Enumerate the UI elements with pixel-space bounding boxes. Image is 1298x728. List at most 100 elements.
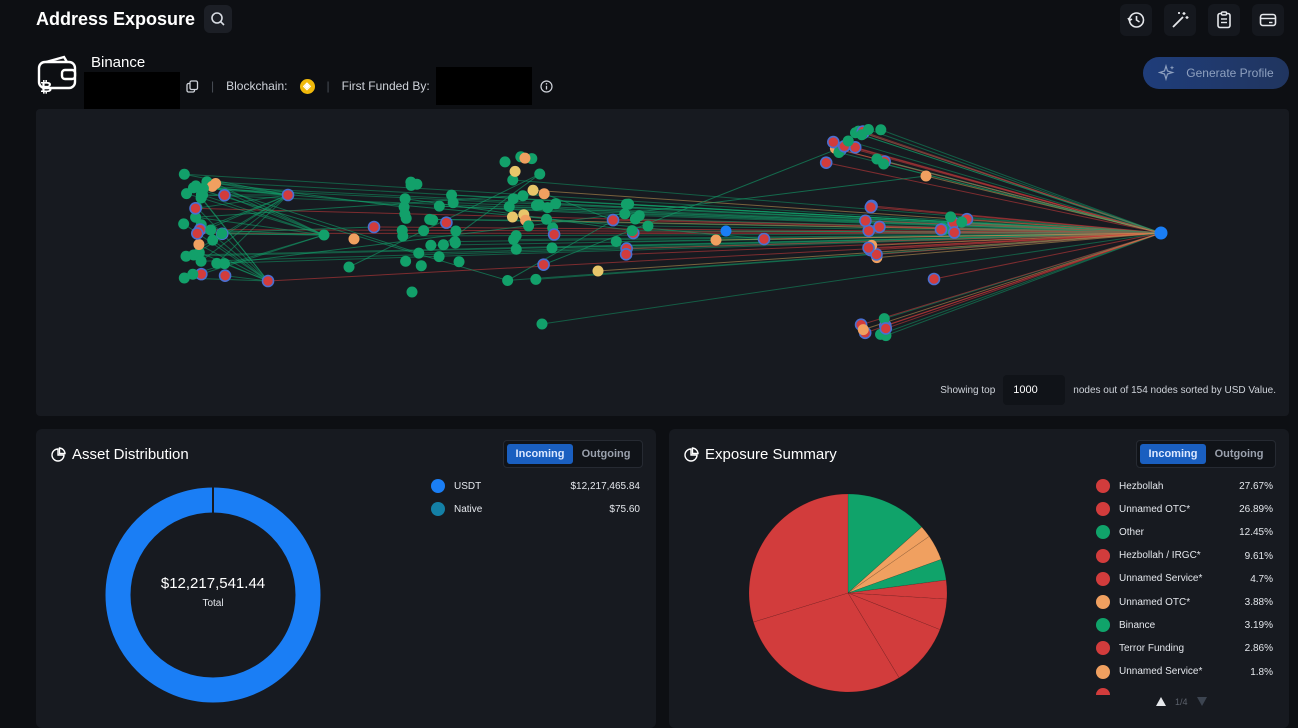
graph-node[interactable] (642, 220, 654, 232)
graph-node[interactable] (343, 261, 355, 273)
graph-node[interactable] (190, 180, 202, 192)
graph-node[interactable] (453, 256, 465, 268)
pie-slice[interactable] (847, 592, 941, 679)
graph-node[interactable] (181, 188, 193, 200)
top-n-input[interactable]: 1000 (1003, 375, 1066, 405)
card-button[interactable] (1252, 4, 1284, 36)
pie-slice[interactable] (847, 592, 948, 631)
graph-node[interactable] (433, 200, 445, 212)
exposure-legend-item[interactable]: Hezbollah / IRGC* (1096, 548, 1201, 563)
graph-node[interactable] (870, 248, 883, 261)
graph-node[interactable] (207, 234, 219, 246)
graph-node[interactable] (178, 218, 190, 230)
graph-node[interactable] (507, 174, 519, 186)
graph-node[interactable] (537, 258, 550, 271)
graph-node[interactable] (619, 248, 633, 261)
exposure-legend-item[interactable]: Other (1096, 525, 1144, 540)
graph-node[interactable] (449, 237, 461, 249)
graph-node[interactable] (367, 220, 381, 234)
graph-canvas[interactable] (36, 109, 1289, 416)
graph-node[interactable] (934, 223, 948, 236)
graph-node[interactable] (400, 212, 412, 224)
tab-outgoing[interactable]: Outgoing (581, 448, 631, 460)
exposure-legend-item[interactable]: Unnamed Service* (1096, 571, 1202, 586)
graph-node[interactable] (433, 251, 445, 263)
graph-node[interactable] (626, 225, 638, 237)
graph-node[interactable] (879, 322, 893, 335)
graph-node[interactable] (450, 225, 462, 237)
graph-node[interactable] (446, 189, 458, 201)
graph-node[interactable] (862, 124, 874, 136)
graph-node[interactable] (281, 188, 295, 202)
graph-node[interactable] (757, 232, 771, 246)
generate-profile-button[interactable]: Generate Profile (1143, 57, 1289, 89)
graph-node[interactable] (542, 202, 554, 214)
graph-node[interactable] (218, 188, 231, 202)
graph-node[interactable] (927, 272, 941, 286)
pie-slice[interactable] (748, 493, 849, 623)
graph-node[interactable] (510, 243, 522, 255)
graph-node[interactable] (859, 214, 872, 228)
graph-node[interactable] (415, 260, 427, 272)
graph-node[interactable] (536, 318, 548, 330)
info-icon[interactable] (540, 79, 553, 93)
exposure-legend-item[interactable]: Unnamed OTC* (1096, 502, 1190, 517)
graph-node[interactable] (205, 224, 217, 236)
magic-wand-button[interactable] (1164, 4, 1196, 36)
graph-node[interactable] (623, 198, 635, 210)
graph-node[interactable] (437, 239, 449, 251)
graph-node[interactable] (502, 274, 514, 286)
graph-node[interactable] (517, 190, 529, 202)
pie-slice[interactable] (847, 558, 947, 594)
graph-node[interactable] (920, 170, 932, 182)
graph-node[interactable] (527, 184, 539, 196)
graph-node[interactable] (819, 156, 833, 169)
exposure-legend-item[interactable]: Hezbollah (1096, 479, 1163, 493)
graph-node[interactable] (218, 258, 230, 270)
graph-node[interactable] (427, 214, 439, 226)
graph-node[interactable] (878, 313, 890, 325)
graph-node[interactable] (261, 274, 275, 288)
graph-node[interactable] (400, 255, 412, 267)
asset-direction-toggle[interactable]: Incoming Outgoing (503, 440, 643, 468)
asset-legend-item[interactable]: Native (431, 502, 482, 516)
pie-slice[interactable] (847, 526, 930, 594)
graph-node[interactable] (629, 213, 641, 225)
graph-node[interactable] (523, 220, 535, 232)
graph-node[interactable] (440, 216, 453, 229)
graph-node[interactable] (827, 135, 840, 149)
graph-node[interactable] (538, 188, 550, 200)
graph-node[interactable] (947, 226, 961, 239)
graph-node[interactable] (510, 230, 522, 242)
graph-node[interactable] (210, 178, 222, 190)
tab-outgoing[interactable]: Outgoing (1214, 448, 1264, 460)
asset-donut-chart[interactable] (83, 465, 343, 725)
arrow-down-icon[interactable] (1196, 696, 1208, 707)
graph-node[interactable] (875, 124, 887, 136)
graph-node[interactable] (503, 201, 515, 213)
graph-node[interactable] (842, 135, 854, 147)
graph-node[interactable] (530, 273, 542, 285)
graph-node[interactable] (871, 153, 883, 165)
graph-node[interactable] (418, 225, 430, 237)
exposure-legend-item[interactable]: Binance (1096, 618, 1155, 633)
graph-node[interactable] (211, 257, 223, 269)
graph-node[interactable] (195, 192, 207, 204)
graph-node[interactable] (216, 228, 228, 240)
graph-node[interactable] (193, 238, 205, 250)
arrow-up-icon[interactable] (1155, 696, 1167, 707)
graph-node[interactable] (318, 229, 330, 241)
pie-slice[interactable] (847, 579, 948, 600)
graph-node[interactable] (189, 202, 202, 215)
graph-node[interactable] (862, 241, 875, 255)
asset-legend-item[interactable]: USDT (431, 479, 481, 493)
graph-node[interactable] (178, 168, 190, 180)
graph-node[interactable] (541, 213, 553, 225)
graph-node[interactable] (610, 236, 622, 248)
pie-slice[interactable] (752, 592, 900, 693)
graph-node[interactable] (178, 272, 190, 284)
graph-node[interactable] (857, 324, 869, 336)
graph-node[interactable] (547, 228, 561, 241)
search-button[interactable] (204, 5, 232, 33)
graph-node[interactable] (606, 213, 620, 227)
